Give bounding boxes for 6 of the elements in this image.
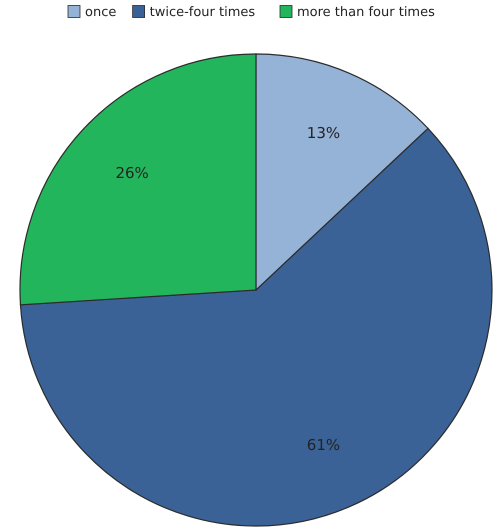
legend-label: once (85, 5, 116, 20)
data-label: 13% (306, 124, 340, 142)
data-label: 61% (306, 436, 340, 454)
legend-label: twice-four times (150, 5, 256, 20)
legend-label: more than four times (297, 5, 436, 20)
data-label: 26% (115, 164, 149, 182)
